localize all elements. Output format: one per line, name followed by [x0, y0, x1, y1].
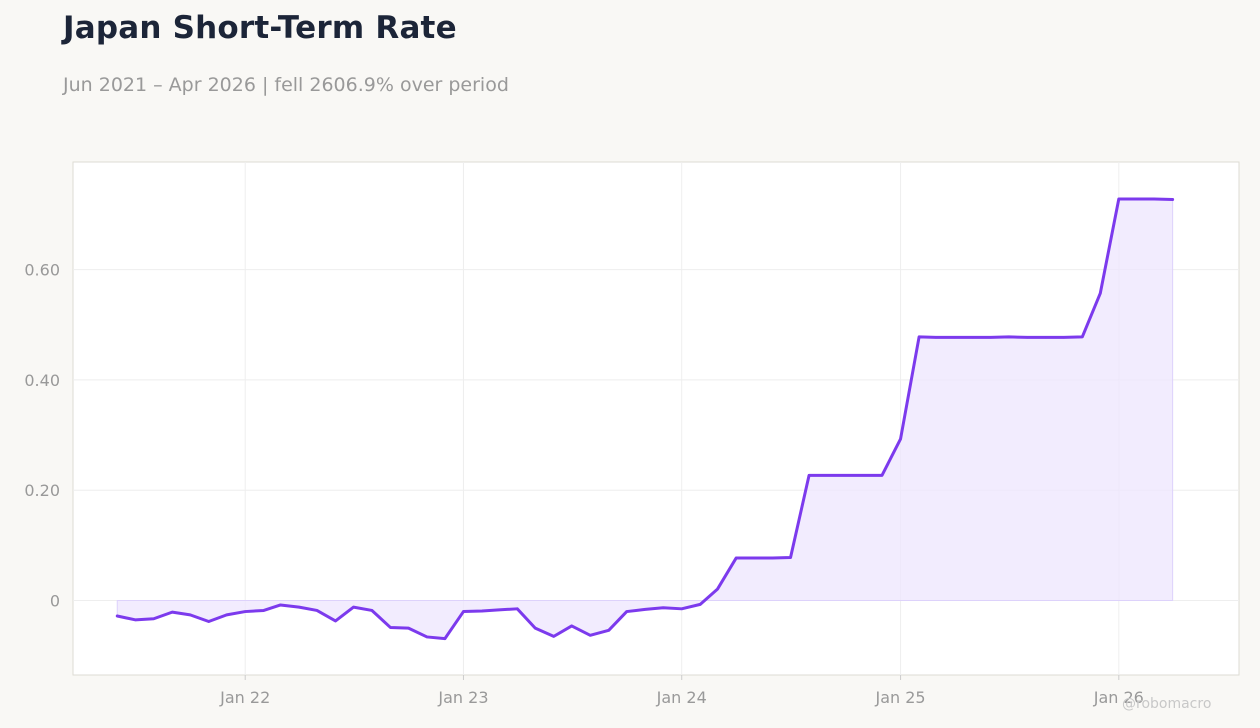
data-point [1171, 198, 1174, 201]
data-point [570, 624, 573, 628]
data-point [116, 614, 119, 618]
data-point [680, 607, 683, 611]
data-point [480, 609, 484, 613]
data-point [589, 634, 592, 637]
data-point [516, 607, 519, 611]
data-point [862, 474, 866, 477]
data-point [425, 635, 429, 639]
data-point [171, 610, 174, 614]
y-tick-label: 0 [50, 592, 60, 611]
data-point [917, 335, 921, 339]
data-point [133, 618, 137, 622]
x-tick-label: Jan 23 [437, 688, 488, 707]
data-point [826, 474, 829, 477]
data-point [1026, 336, 1029, 339]
data-point [953, 336, 956, 339]
data-point [771, 556, 774, 560]
data-point [315, 609, 319, 612]
data-point [244, 610, 247, 613]
data-point [352, 605, 355, 609]
data-point [661, 606, 665, 609]
data-point [789, 556, 792, 559]
data-point [1136, 197, 1139, 201]
x-tick-label: Jan 24 [656, 688, 707, 707]
data-point [1044, 336, 1048, 339]
y-tick-label: 0.20 [24, 481, 60, 500]
data-point [899, 437, 902, 441]
data-point [152, 617, 155, 620]
data-point [1081, 335, 1084, 339]
data-point [934, 336, 938, 339]
data-point [607, 629, 610, 632]
data-point [389, 626, 392, 629]
chart-title: Japan Short-Term Rate [63, 10, 457, 46]
data-point [971, 336, 974, 339]
data-point [443, 637, 447, 640]
data-point [625, 610, 628, 613]
x-tick-label: Jan 22 [219, 688, 270, 707]
data-point [1062, 336, 1066, 339]
data-point [407, 626, 410, 630]
data-point [279, 603, 282, 607]
data-point [716, 587, 719, 591]
data-point [699, 603, 702, 606]
data-point [1152, 197, 1156, 201]
data-point [225, 613, 228, 617]
x-tick-label: Jan 25 [875, 688, 926, 707]
data-point [1099, 292, 1102, 295]
data-point [497, 608, 500, 612]
data-point [1007, 335, 1010, 339]
data-point [552, 635, 555, 638]
chart-subtitle: Jun 2021 – Apr 2026 | fell 2606.9% over … [63, 74, 509, 96]
y-tick-label: 0.60 [24, 261, 60, 280]
watermark: @robomacro [1122, 696, 1212, 712]
data-point [534, 626, 537, 630]
data-point [1117, 197, 1121, 201]
data-point [807, 474, 811, 477]
data-point [188, 613, 192, 617]
x-tick-label: Jan 26 [1093, 688, 1144, 707]
data-point [880, 474, 884, 477]
y-tick-label: 0.40 [24, 371, 60, 390]
data-point [462, 610, 465, 613]
data-point [297, 605, 301, 609]
data-point [752, 556, 756, 560]
data-point [644, 608, 647, 611]
data-point [370, 609, 374, 612]
data-point [844, 474, 847, 477]
data-point [262, 609, 265, 612]
data-point [334, 619, 337, 623]
data-point [989, 336, 993, 339]
data-point [207, 620, 210, 623]
data-point [734, 556, 738, 560]
